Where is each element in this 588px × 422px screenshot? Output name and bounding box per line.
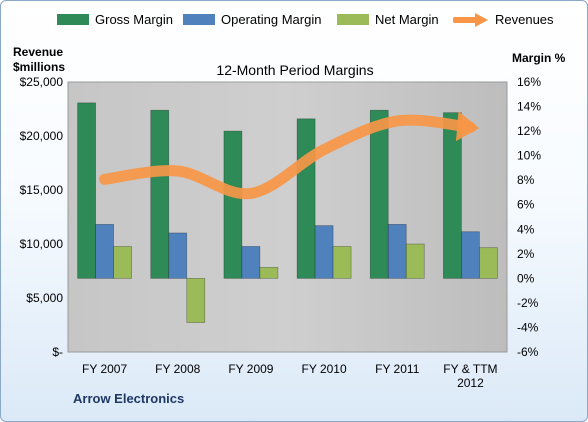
x-axis-tick-label: FY 2007	[82, 362, 127, 376]
bar-operating-margin	[95, 224, 114, 279]
right-axis-tick-label: 6%	[517, 198, 535, 212]
left-axis-label-line-1: Revenue	[13, 45, 64, 59]
right-axis-tick-label: -4%	[517, 320, 539, 334]
left-axis-tick-label: $20,000	[20, 129, 64, 143]
bar-net-margin	[186, 278, 206, 323]
right-axis-tick-label: 2%	[517, 247, 535, 261]
legend-label-operating-margin: Operating Margin	[221, 12, 322, 27]
legend-swatch-operating-margin	[183, 14, 215, 25]
company-name: Arrow Electronics	[73, 391, 185, 406]
bar-operating-margin	[461, 231, 480, 279]
x-axis-tick-label: FY & TTM	[443, 362, 497, 376]
bar-operating-margin	[241, 246, 261, 279]
chart-title: 12-Month Period Margins	[216, 62, 374, 78]
bar-net-margin	[332, 246, 352, 279]
legend-swatch-net-margin	[337, 14, 369, 25]
bar-gross-margin	[443, 112, 462, 279]
right-axis-tick-label: 8%	[517, 173, 535, 187]
left-axis-tick-label: $25,000	[20, 75, 64, 89]
x-axis-tick-label: 2012	[457, 376, 484, 390]
x-axis-tick-label: FY 2009	[228, 362, 273, 376]
right-axis-tick-label: 4%	[517, 222, 535, 236]
right-axis-tick-label: 12%	[517, 124, 541, 138]
legend-swatch-gross-margin	[57, 14, 89, 25]
right-axis-tick-label: -6%	[517, 345, 539, 359]
x-axis-tick-label: FY 2011	[375, 362, 420, 376]
left-axis-tick-label: $-	[52, 345, 63, 359]
bar-net-margin	[479, 247, 498, 279]
right-axis-tick-label: 10%	[517, 149, 541, 163]
right-axis-tick-label: 14%	[517, 100, 541, 114]
bar-gross-margin	[296, 118, 316, 279]
legend-operating-margin: Operating Margin	[183, 12, 321, 27]
right-axis-tick-label: 0%	[517, 271, 535, 285]
bar-operating-margin	[387, 224, 407, 279]
bar-gross-margin	[369, 109, 389, 279]
x-axis-tick-label: FY 2010	[302, 362, 347, 376]
revenues-arrowhead	[455, 111, 480, 142]
left-axis-label-line-2: $millions	[13, 60, 66, 74]
x-axis-tick-label: FY 2008	[155, 362, 200, 376]
right-axis-label: Margin %	[512, 51, 566, 65]
bar-gross-margin	[150, 109, 170, 279]
legend-label-gross-margin: Gross Margin	[95, 12, 174, 27]
legend-label-revenues: Revenues	[495, 12, 554, 27]
legend-revenues: Revenues	[453, 12, 554, 27]
bar-operating-margin	[168, 232, 188, 279]
legend-net-margin: Net Margin	[337, 12, 439, 27]
bar-net-margin	[113, 246, 132, 279]
bar-net-margin	[259, 266, 279, 279]
line-revenues	[99, 114, 476, 200]
left-axis-heading: Revenue $millions	[13, 45, 65, 75]
bar-operating-margin	[314, 225, 334, 279]
bar-net-margin	[405, 243, 425, 279]
left-axis-tick-label: $10,000	[20, 237, 64, 251]
right-axis-tick-label: -2%	[517, 296, 539, 310]
legend-gross-margin: Gross Margin	[57, 12, 173, 27]
right-axis-tick-label: 16%	[517, 75, 541, 89]
bar-gross-margin	[77, 102, 96, 279]
left-axis-tick-label: $5,000	[26, 291, 63, 305]
left-axis-tick-label: $15,000	[20, 183, 64, 197]
legend-label-net-margin: Net Margin	[375, 12, 439, 27]
bar-gross-margin	[223, 130, 243, 279]
legend-arrow-icon	[453, 12, 488, 27]
